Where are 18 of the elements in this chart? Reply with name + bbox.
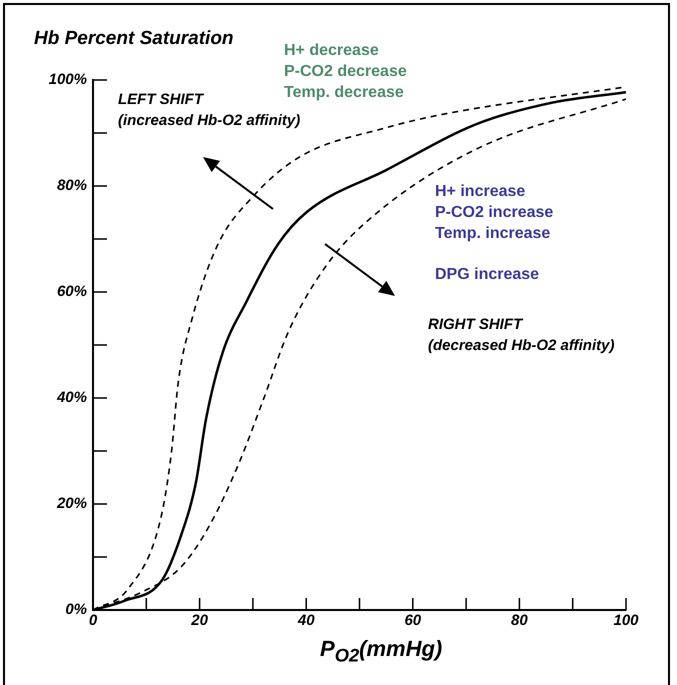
chart-title: Hb Percent Saturation bbox=[34, 28, 234, 49]
x-tick-label: 20 bbox=[190, 612, 209, 630]
x-tick-label: 40 bbox=[296, 612, 316, 630]
annotation: RIGHT SHIFT (decreased Hb-O2 affinity) bbox=[428, 315, 614, 356]
x-tick-label: 0 bbox=[88, 612, 98, 630]
x-tick-label: 100 bbox=[613, 612, 640, 630]
y-tick-label: 0% bbox=[65, 601, 87, 618]
y-tick-label: 20% bbox=[56, 495, 87, 512]
y-tick-label: 60% bbox=[56, 283, 87, 300]
annotation: H+ increase P-CO2 increase Temp. increase bbox=[435, 182, 554, 244]
y-tick-label: 80% bbox=[56, 177, 87, 194]
y-tick-label: 40% bbox=[56, 389, 87, 406]
x-tick-label: 60 bbox=[404, 612, 422, 630]
y-tick-label: 100% bbox=[48, 71, 87, 88]
annotation: DPG increase bbox=[435, 265, 540, 285]
annotation: H+ decrease P-CO2 decrease Temp. decrease bbox=[284, 41, 407, 103]
x-axis-title: P$_{O2}$(mmHg) bbox=[320, 636, 442, 666]
x-tick-label: 80 bbox=[511, 612, 528, 630]
